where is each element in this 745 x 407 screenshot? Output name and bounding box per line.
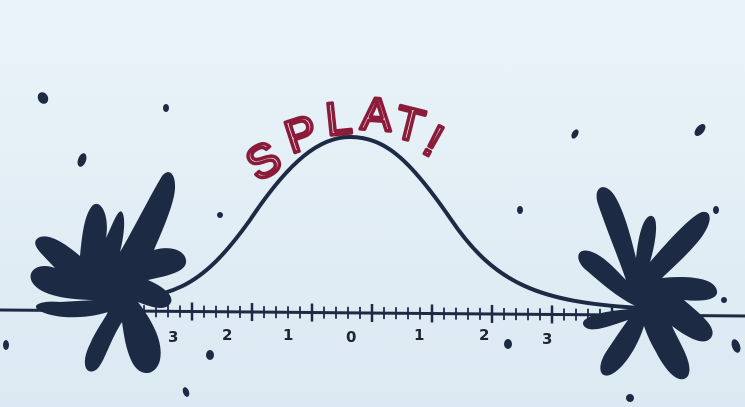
title-letter: A (359, 87, 394, 141)
title-letter: P (278, 104, 323, 163)
ink-droplets (3, 92, 741, 402)
left-splat-blob (30, 172, 187, 374)
tick-label: 0 (346, 328, 356, 346)
title-letter: S (237, 130, 290, 190)
tick-label: 2 (222, 326, 232, 344)
right-splat-blob (578, 187, 718, 380)
title-letter: T (390, 95, 430, 152)
tick-label: 1 (414, 326, 424, 344)
axis-labels: 3 2 1 0 1 2 3 (168, 326, 552, 348)
tick-label: 3 (542, 330, 552, 348)
tick-label: 3 (168, 328, 178, 346)
title-letter: L (323, 91, 354, 145)
tick-label: 2 (479, 326, 489, 344)
tick-label: 1 (283, 326, 293, 344)
bell-curve (93, 134, 642, 310)
axis-ticks (130, 302, 614, 324)
